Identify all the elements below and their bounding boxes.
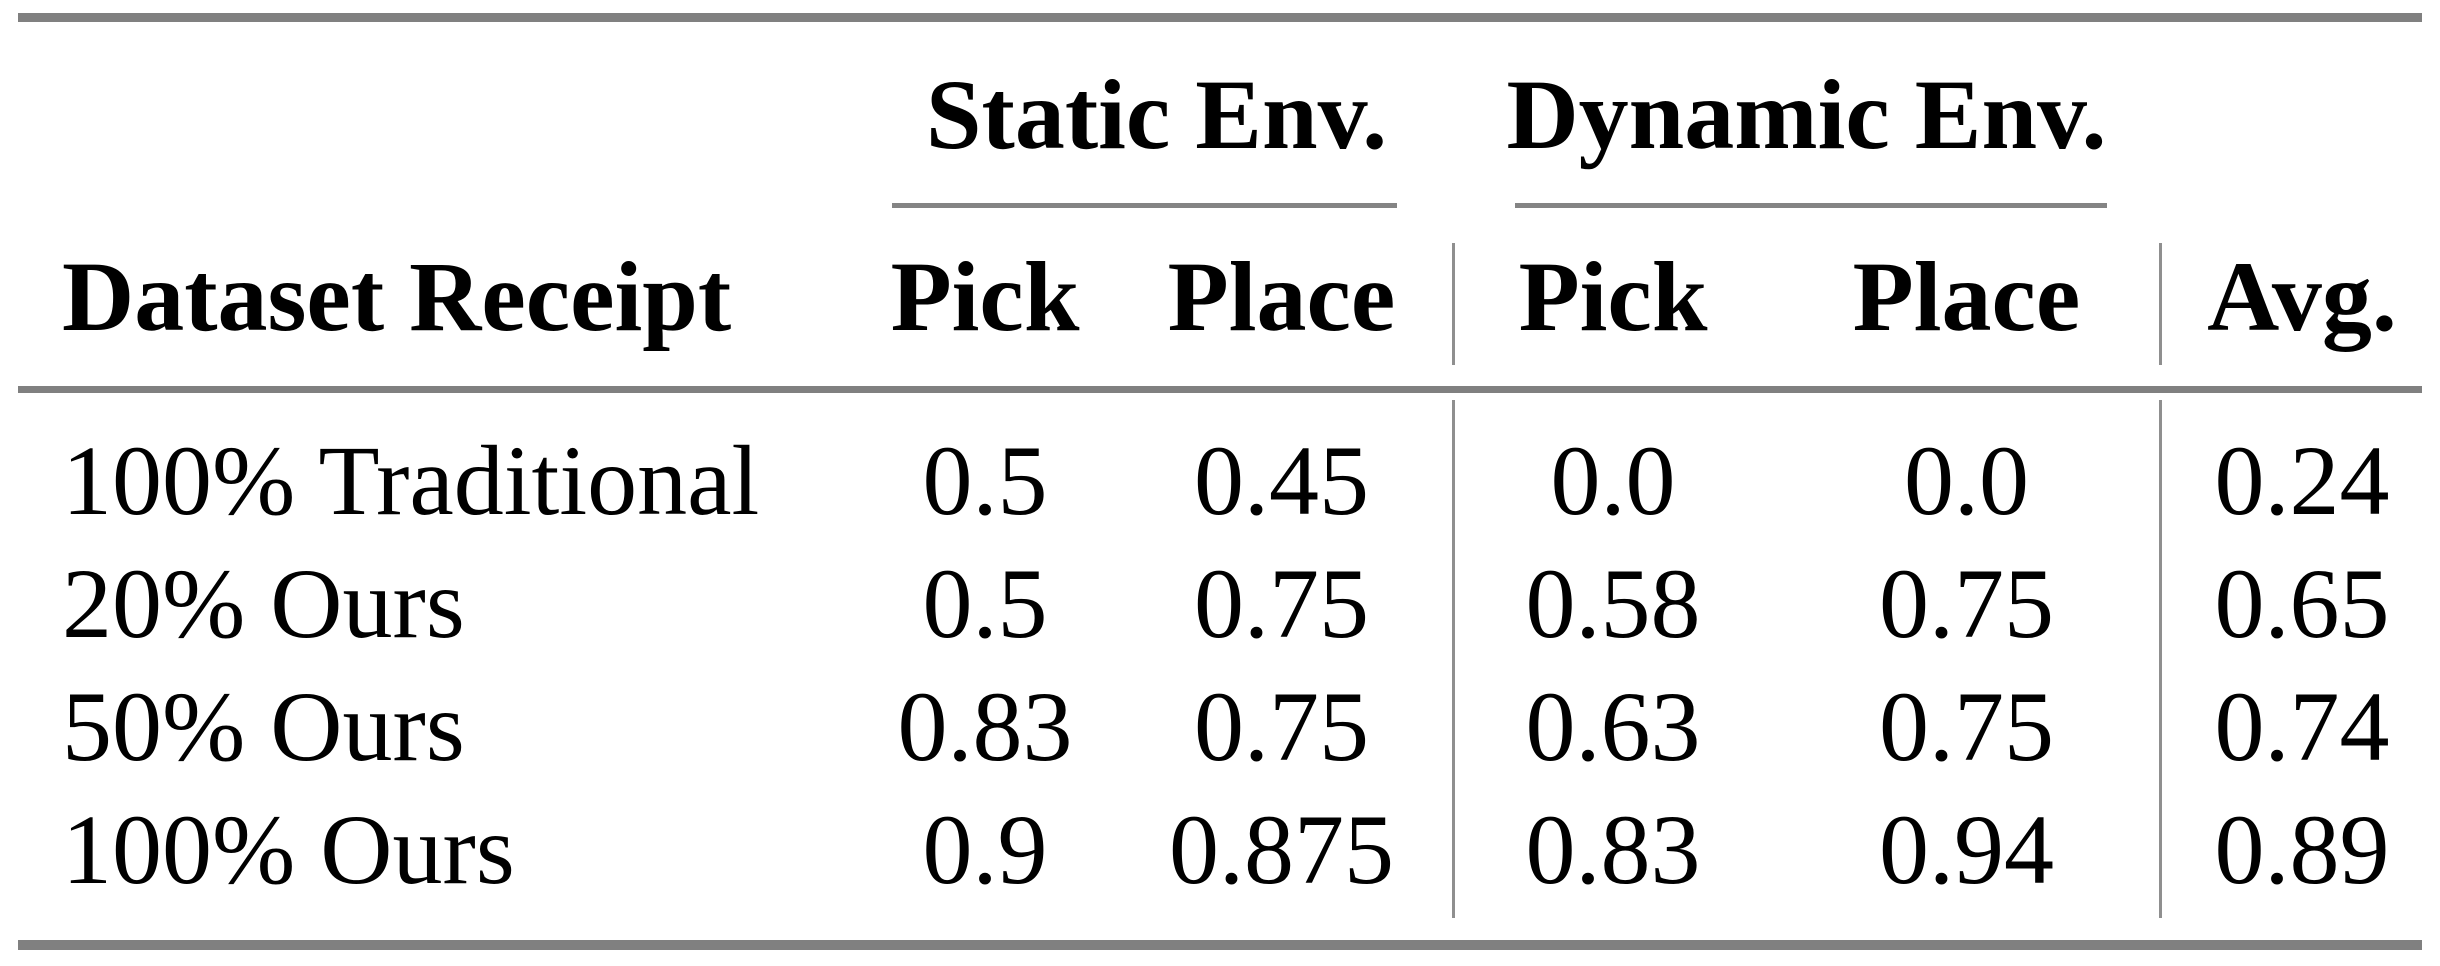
cell-avg: 0.89 xyxy=(2214,793,2390,905)
cell-avg: 0.65 xyxy=(2214,547,2390,659)
group-header-avg-spacer xyxy=(2160,22,2422,207)
cell-static-pick: 0.83 xyxy=(897,670,1073,782)
dynamic-env-underline xyxy=(1515,203,2107,208)
cell-static-pick: 0.5 xyxy=(922,424,1048,536)
cell-static-place: 0.75 xyxy=(1194,547,1369,659)
cell-dynamic-pick: 0.63 xyxy=(1525,670,1701,782)
column-header-dynamic-pick: Pick xyxy=(1518,240,1708,352)
column-header-dataset-receipt: Dataset Receipt xyxy=(62,240,732,352)
cell-dynamic-place: 0.0 xyxy=(1904,424,2029,536)
vertical-divider-static-dynamic-header xyxy=(1452,243,1455,365)
group-header-static-env: Static Env. xyxy=(925,58,1388,170)
cell-static-pick: 0.9 xyxy=(922,793,1048,905)
cell-dynamic-place: 0.94 xyxy=(1879,793,2054,905)
cell-dynamic-place: 0.75 xyxy=(1879,670,2054,782)
cell-static-place: 0.45 xyxy=(1194,424,1369,536)
vertical-divider-avg-header xyxy=(2159,243,2162,365)
cell-dynamic-pick: 0.58 xyxy=(1525,547,1701,659)
cell-static-place: 0.875 xyxy=(1169,793,1394,905)
results-table: Static Env. Dynamic Env. Dataset Receipt… xyxy=(18,22,2422,911)
cell-static-pick: 0.5 xyxy=(922,547,1048,659)
table-bottom-rule xyxy=(18,940,2422,950)
cell-dynamic-pick: 0.83 xyxy=(1525,793,1701,905)
table-top-rule xyxy=(18,13,2422,22)
column-header-avg: Avg. xyxy=(2207,240,2397,352)
vertical-divider-avg-body xyxy=(2159,400,2162,918)
header-body-spacer xyxy=(18,386,2422,419)
cell-static-place: 0.75 xyxy=(1194,670,1369,782)
row-label: 50% Ours xyxy=(62,670,465,782)
row-label: 100% Ours xyxy=(62,793,515,905)
row-label: 100% Traditional xyxy=(62,424,760,536)
static-env-underline xyxy=(892,203,1397,208)
cell-avg: 0.74 xyxy=(2214,670,2390,782)
column-header-dynamic-place: Place xyxy=(1852,240,2081,352)
row-label: 20% Ours xyxy=(62,547,465,659)
cell-avg: 0.24 xyxy=(2214,424,2390,536)
cell-dynamic-pick: 0.0 xyxy=(1550,424,1676,536)
group-header-dynamic-env: Dynamic Env. xyxy=(1506,58,2107,170)
vertical-divider-static-dynamic-body xyxy=(1452,400,1455,918)
header-divider-rule xyxy=(18,386,2422,393)
column-header-static-pick: Pick xyxy=(890,240,1080,352)
column-header-static-place: Place xyxy=(1167,240,1396,352)
group-header-spacer xyxy=(18,22,860,207)
cell-dynamic-place: 0.75 xyxy=(1879,547,2054,659)
